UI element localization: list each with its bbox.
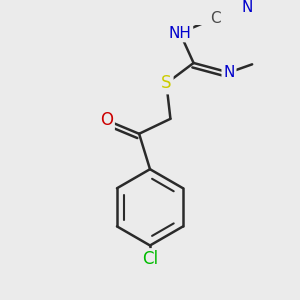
Text: C: C [210,11,221,26]
Text: S: S [161,74,172,92]
Text: N: N [223,65,235,80]
Text: NH: NH [169,26,191,40]
Text: O: O [100,111,113,129]
Text: N: N [241,0,252,15]
Text: Cl: Cl [142,250,158,268]
